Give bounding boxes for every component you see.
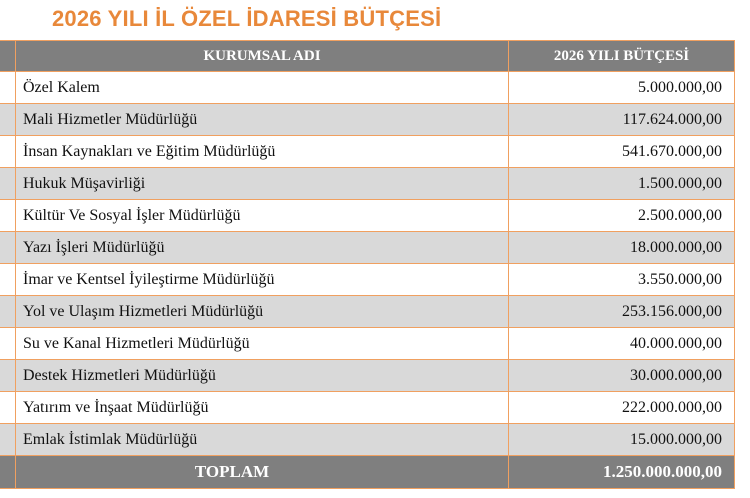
total-label: TOPLAM bbox=[15, 455, 509, 489]
row-value: 541.670.000,00 bbox=[508, 135, 735, 168]
row-name: Kültür Ve Sosyal İşler Müdürlüğü bbox=[15, 199, 509, 232]
row-name: Özel Kalem bbox=[15, 71, 509, 104]
total-value: 1.250.000.000,00 bbox=[508, 455, 735, 489]
row-edge-cell bbox=[0, 103, 16, 136]
row-name: Emlak İstimlak Müdürlüğü bbox=[15, 423, 509, 456]
row-value: 117.624.000,00 bbox=[508, 103, 735, 136]
row-edge-cell bbox=[0, 135, 16, 168]
row-name: Yazı İşleri Müdürlüğü bbox=[15, 231, 509, 264]
column-header-name: KURUMSAL ADI bbox=[15, 40, 509, 72]
row-value: 253.156.000,00 bbox=[508, 295, 735, 328]
table-row: Yatırım ve İnşaat Müdürlüğü 222.000.000,… bbox=[0, 391, 735, 424]
row-value: 222.000.000,00 bbox=[508, 391, 735, 424]
table-row: Hukuk Müşavirliği 1.500.000,00 bbox=[0, 167, 735, 200]
row-edge-cell bbox=[0, 231, 16, 264]
row-value: 3.550.000,00 bbox=[508, 263, 735, 296]
table-row: Yazı İşleri Müdürlüğü 18.000.000,00 bbox=[0, 231, 735, 264]
table-row: İnsan Kaynakları ve Eğitim Müdürlüğü 541… bbox=[0, 135, 735, 168]
row-value: 30.000.000,00 bbox=[508, 359, 735, 392]
row-name: Destek Hizmetleri Müdürlüğü bbox=[15, 359, 509, 392]
table-header-row: KURUMSAL ADI 2026 YILI BÜTÇESİ bbox=[0, 40, 735, 72]
row-edge-cell bbox=[0, 423, 16, 456]
row-value: 40.000.000,00 bbox=[508, 327, 735, 360]
total-row: TOPLAM 1.250.000.000,00 bbox=[0, 455, 735, 489]
table-row: Mali Hizmetler Müdürlüğü 117.624.000,00 bbox=[0, 103, 735, 136]
row-value: 5.000.000,00 bbox=[508, 71, 735, 104]
row-name: Su ve Kanal Hizmetleri Müdürlüğü bbox=[15, 327, 509, 360]
table-row: Emlak İstimlak Müdürlüğü 15.000.000,00 bbox=[0, 423, 735, 456]
table-row: İmar ve Kentsel İyileştirme Müdürlüğü 3.… bbox=[0, 263, 735, 296]
row-edge-cell bbox=[0, 71, 16, 104]
header-edge-cell bbox=[0, 40, 16, 72]
row-name: Yol ve Ulaşım Hizmetleri Müdürlüğü bbox=[15, 295, 509, 328]
row-edge-cell bbox=[0, 327, 16, 360]
row-value: 15.000.000,00 bbox=[508, 423, 735, 456]
row-name: İmar ve Kentsel İyileştirme Müdürlüğü bbox=[15, 263, 509, 296]
row-edge-cell bbox=[0, 199, 16, 232]
row-value: 2.500.000,00 bbox=[508, 199, 735, 232]
row-edge-cell bbox=[0, 167, 16, 200]
row-value: 1.500.000,00 bbox=[508, 167, 735, 200]
row-name: Mali Hizmetler Müdürlüğü bbox=[15, 103, 509, 136]
table-row: Kültür Ve Sosyal İşler Müdürlüğü 2.500.0… bbox=[0, 199, 735, 232]
budget-table: KURUMSAL ADI 2026 YILI BÜTÇESİ Özel Kale… bbox=[0, 40, 735, 489]
row-value: 18.000.000,00 bbox=[508, 231, 735, 264]
row-name: İnsan Kaynakları ve Eğitim Müdürlüğü bbox=[15, 135, 509, 168]
column-header-budget: 2026 YILI BÜTÇESİ bbox=[508, 40, 735, 72]
table-row: Yol ve Ulaşım Hizmetleri Müdürlüğü 253.1… bbox=[0, 295, 735, 328]
table-row: Özel Kalem 5.000.000,00 bbox=[0, 71, 735, 104]
row-edge-cell bbox=[0, 263, 16, 296]
total-edge-cell bbox=[0, 455, 16, 489]
row-edge-cell bbox=[0, 391, 16, 424]
row-edge-cell bbox=[0, 295, 16, 328]
row-name: Hukuk Müşavirliği bbox=[15, 167, 509, 200]
table-row: Su ve Kanal Hizmetleri Müdürlüğü 40.000.… bbox=[0, 327, 735, 360]
page-title: 2026 YILI İL ÖZEL İDARESİ BÜTÇESİ bbox=[52, 6, 442, 31]
row-name: Yatırım ve İnşaat Müdürlüğü bbox=[15, 391, 509, 424]
table-row: Destek Hizmetleri Müdürlüğü 30.000.000,0… bbox=[0, 359, 735, 392]
row-edge-cell bbox=[0, 359, 16, 392]
